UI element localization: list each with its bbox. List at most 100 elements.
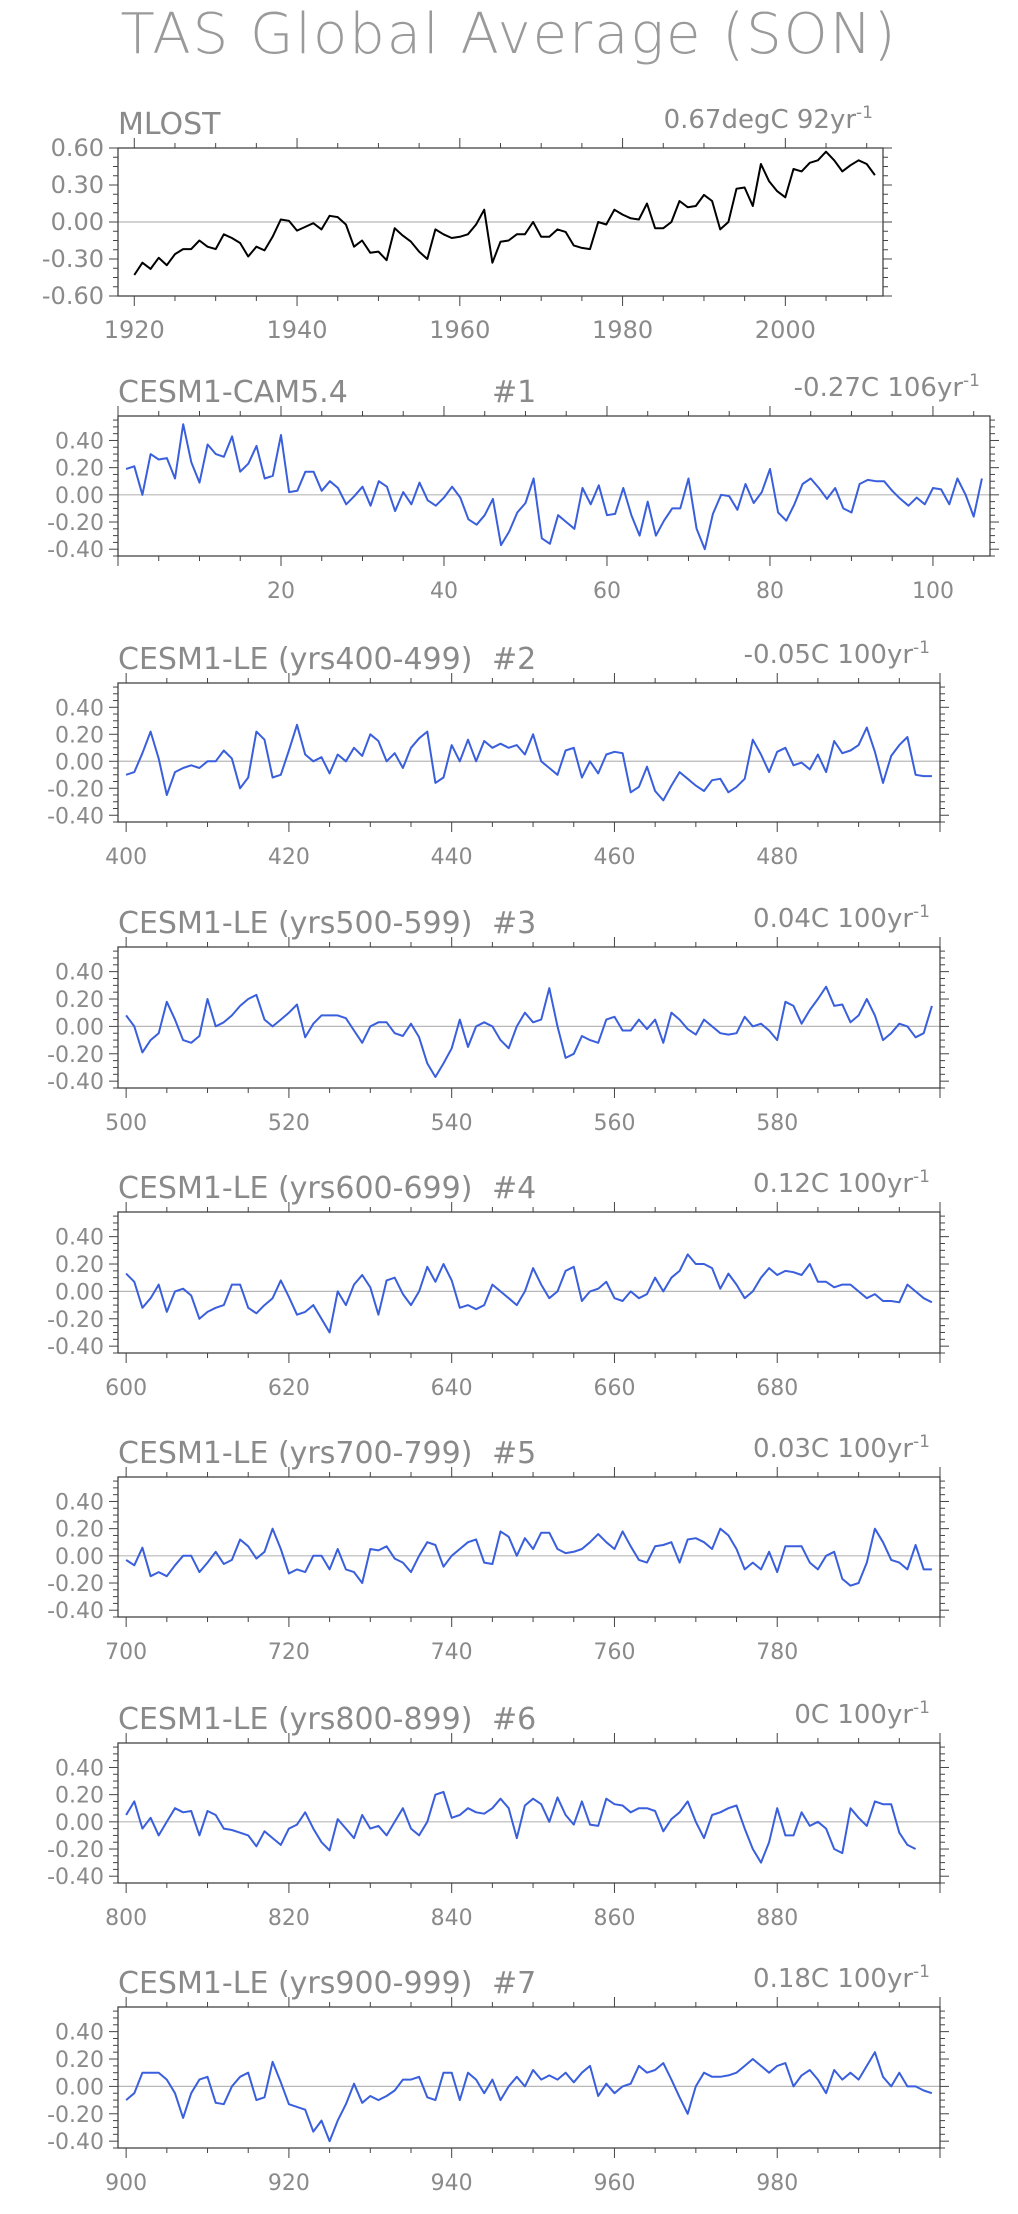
series-line	[125, 1527, 932, 1587]
panel-trend: 0.04C 100yr-1	[753, 902, 930, 934]
y-tick-label: -0.40	[47, 804, 104, 829]
x-tick-label: 420	[268, 845, 310, 870]
x-tick-label: 920	[268, 2171, 310, 2196]
y-tick-label: 0.20	[55, 723, 104, 748]
x-tick-label: 700	[105, 1640, 147, 1665]
y-tick-label: -0.40	[47, 538, 104, 563]
x-tick-label: 860	[593, 1906, 635, 1931]
panel-6: CESM1-LE (yrs700-799) #5 0.03C 100yr-1 0.40…	[47, 1432, 949, 1665]
plot-frame	[117, 1476, 941, 1618]
plot-frame	[117, 147, 884, 297]
y-tick-label: -0.20	[47, 2103, 104, 2128]
series-line	[125, 423, 983, 551]
x-tick-label: 800	[105, 1906, 147, 1931]
panel-number: #7	[492, 1966, 536, 2001]
y-tick-label: 0.00	[55, 1280, 104, 1305]
series-line	[125, 723, 932, 802]
y-tick-label: -0.40	[47, 1335, 104, 1360]
panel-number: #1	[492, 375, 536, 410]
y-tick-label: 0.00	[55, 1015, 104, 1040]
plot-frame	[117, 415, 991, 557]
y-tick-label: 0.30	[51, 171, 104, 199]
y-tick-label: -0.20	[47, 1043, 104, 1068]
y-tick-label: 0.20	[55, 988, 104, 1013]
series-line	[125, 1790, 917, 1864]
x-tick-label: 600	[105, 1376, 147, 1401]
x-tick-label: 720	[268, 1640, 310, 1665]
y-tick-label: 0.40	[55, 961, 104, 986]
y-tick-label: 0.40	[55, 1756, 104, 1781]
y-tick-label: 0.40	[55, 2021, 104, 2046]
y-tick-label: 0.00	[55, 484, 104, 509]
x-tick-label: 2000	[755, 316, 816, 344]
x-tick-label: 820	[268, 1906, 310, 1931]
panel-trend: -0.27C 106yr-1	[794, 371, 980, 403]
y-tick-label: 0.40	[55, 1490, 104, 1515]
panel-number: #5	[492, 1436, 536, 1471]
y-tick-label: -0.30	[42, 245, 104, 273]
y-tick-label: 0.00	[51, 208, 104, 236]
x-tick-label: 1980	[592, 316, 653, 344]
x-tick-label: 880	[756, 1906, 798, 1931]
x-tick-label: 940	[431, 2171, 473, 2196]
x-tick-label: 640	[431, 1376, 473, 1401]
panel-8: CESM1-LE (yrs900-999) #7 0.18C 100yr-1 0.40…	[47, 1962, 949, 2196]
y-tick-label: -0.20	[47, 1838, 104, 1863]
x-tick-label: 760	[593, 1640, 635, 1665]
panel-2: CESM1-CAM5.4 #1 -0.27C 106yr-1 0.40 0.200.00…	[47, 371, 999, 604]
x-tick-label: 840	[431, 1906, 473, 1931]
y-tick-label: -0.40	[47, 2130, 104, 2155]
series-line	[133, 150, 876, 276]
plot-frame	[117, 1742, 941, 1884]
panel-number: #3	[492, 906, 536, 941]
panel-name: CESM1-LE (yrs700-799)	[118, 1436, 472, 1471]
panel-trend: -0.05C 100yr-1	[744, 638, 930, 670]
panel-name: CESM1-LE (yrs500-599)	[118, 906, 472, 941]
x-tick-label: 1960	[429, 316, 490, 344]
panel-trend: 0.18C 100yr-1	[753, 1962, 930, 1994]
series-line	[125, 2051, 933, 2143]
y-tick-label: 0.00	[55, 750, 104, 775]
panel-trend: 0.67degC 92yr-1	[664, 103, 873, 135]
series-line	[125, 1253, 933, 1334]
plot-frame	[117, 1211, 941, 1354]
y-tick-label: 0.40	[55, 1226, 104, 1251]
y-tick-label: -0.20	[47, 1308, 104, 1333]
panel-name: CESM1-CAM5.4	[118, 375, 348, 410]
panel-1: MLOST 0.67degC 92yr-1 0.60 0.30 0.00 -0.30 -0.…	[42, 103, 892, 344]
plot-frame	[117, 946, 941, 1089]
y-tick-label: 0.20	[55, 1253, 104, 1278]
x-tick-label: 960	[593, 2171, 635, 2196]
x-tick-label: 20	[267, 579, 295, 604]
x-tick-label: 400	[105, 845, 147, 870]
x-tick-label: 460	[593, 845, 635, 870]
y-tick-label: -0.20	[47, 511, 104, 536]
panel-trend: 0.03C 100yr-1	[753, 1432, 930, 1464]
x-tick-label: 100	[912, 579, 954, 604]
y-tick-label: -0.40	[47, 1599, 104, 1624]
panel-4: CESM1-LE (yrs500-599) #3 0.04C 100yr-1 0.40…	[47, 902, 949, 1136]
panel-name: CESM1-LE (yrs600-699)	[118, 1171, 472, 1206]
x-tick-label: 1940	[267, 316, 328, 344]
panel-name: MLOST	[118, 107, 221, 142]
main-title: TAS Global Average (SON)	[120, 2, 898, 67]
panel-7: CESM1-LE (yrs800-899) #6 0C 100yr-1 0.40 0.2…	[47, 1698, 949, 1931]
y-tick-label: -0.20	[47, 777, 104, 802]
x-tick-label: 540	[431, 1111, 473, 1136]
x-tick-label: 680	[756, 1376, 798, 1401]
panel-name: CESM1-LE (yrs400-499)	[118, 642, 472, 677]
y-tick-label: 0.20	[55, 1784, 104, 1809]
panel-number: #6	[492, 1702, 536, 1737]
x-tick-label: 480	[756, 845, 798, 870]
y-tick-label: 0.20	[55, 1518, 104, 1543]
y-tick-label: 0.40	[55, 429, 104, 454]
panel-number: #4	[492, 1171, 536, 1206]
y-tick-label: 0.20	[55, 457, 104, 482]
y-tick-label: 0.00	[55, 1545, 104, 1570]
panel-number: #2	[492, 642, 536, 677]
series-line	[125, 985, 933, 1078]
panel-5: CESM1-LE (yrs600-699) #4 0.12C 100yr-1 0.40…	[47, 1167, 949, 1401]
y-tick-label: -0.40	[47, 1070, 104, 1095]
x-tick-label: 60	[593, 579, 621, 604]
